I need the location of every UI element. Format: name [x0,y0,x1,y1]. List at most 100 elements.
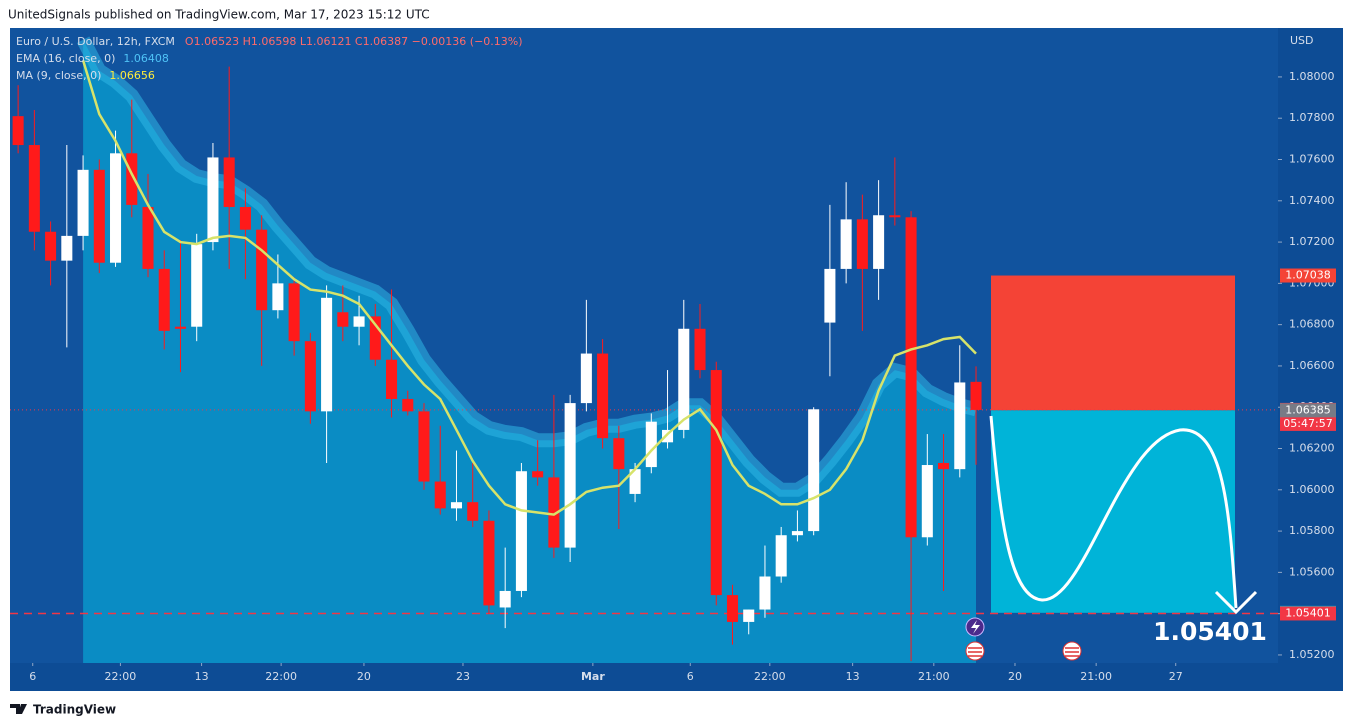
x-tick-label: Mar [581,670,605,683]
candle-body [369,316,381,360]
us-event-icon[interactable] [1062,641,1082,661]
candle-body [386,359,398,399]
publisher: UnitedSignals published on TradingView.c… [8,8,430,22]
y-tick-label: 1.05800 [1289,524,1335,537]
candle-body [304,341,316,412]
legend-ma: MA (9, close, 0) 1.06656 [16,69,155,82]
target-zone [991,410,1235,613]
candle-body [418,411,430,482]
price-label: 1.05401 [1285,606,1331,619]
ema-area [83,39,977,664]
y-tick-label: 1.07600 [1289,153,1335,166]
candle-body [337,312,349,327]
candle-body [775,535,787,577]
candle-body [515,471,527,591]
candle-body [629,469,641,494]
candle-body [824,268,836,323]
candle-body [61,235,73,261]
x-tick-label: 6 [687,670,694,683]
candle-body [207,157,219,243]
x-tick-label: 23 [456,670,470,683]
candle-body [499,590,511,608]
target-annotation: 1.05401 [1153,617,1267,646]
candle-body [272,283,284,311]
countdown: 05:47:57 [1283,417,1332,430]
candle-body [759,576,771,610]
candle-body [645,421,657,468]
candle-body [45,231,57,261]
candle-body [353,316,365,327]
ema-value: 1.06408 [123,52,169,65]
arrow-head [1214,590,1258,615]
candle-body [856,219,868,269]
symbol: Euro / U.S. Dollar, 12h, FXCM [16,35,175,48]
footer-brand: TradingView [33,703,116,717]
candle-body [743,609,755,622]
y-tick-label: 1.07800 [1289,111,1335,124]
candle-body [402,398,414,412]
x-tick-label: 22:00 [265,670,297,683]
time-axis [10,663,1278,691]
price-axis [1278,28,1343,691]
x-tick-label: 22:00 [754,670,786,683]
x-tick-label: 13 [846,670,860,683]
candle-body [580,353,592,404]
us-event-icon[interactable] [965,641,985,661]
candle-body [467,502,479,521]
x-tick-label: 21:00 [1080,670,1112,683]
ema-name: EMA (16, close, 0) [16,52,115,65]
candle-body [93,169,105,263]
candle-body [174,326,186,329]
ma-name: MA (9, close, 0) [16,69,101,82]
legend-ema: EMA (16, close, 0) 1.06408 [16,52,169,65]
candle-body [191,244,203,327]
x-tick-label: 20 [1008,670,1022,683]
flag [968,647,982,657]
lightning [971,620,980,634]
candle-body [450,502,462,509]
candle-body [970,381,982,410]
y-tick-label: 1.06600 [1289,359,1335,372]
candle-body [548,477,560,548]
candle-body [840,219,852,269]
countdown-box [1280,416,1336,431]
candle-body [483,520,495,606]
candle-body [126,153,138,205]
y-tick-label: 1.06200 [1289,442,1335,455]
candle-body [158,268,170,331]
candle-body [321,297,333,412]
ma-line [81,60,977,516]
candle-body [564,403,576,548]
candle-body [239,206,251,230]
ma-value: 1.06656 [109,69,155,82]
candle-body [873,215,885,269]
ohlc: O1.06523 H1.06598 L1.06121 C1.06387 −0.0… [185,35,523,48]
candle-body [694,328,706,371]
x-tick-label: 22:00 [105,670,137,683]
tv-logo [10,704,27,714]
candle-body [726,595,739,622]
candle-body [110,153,122,263]
price-label: 1.07038 [1285,269,1331,282]
drawn-curve [989,415,1238,609]
flag [1065,647,1079,657]
candle-body [288,283,300,342]
candle-body [77,169,89,236]
currency: USD [1290,34,1314,47]
candle-body [223,157,235,207]
x-tick-label: 6 [29,670,36,683]
candle-body [808,409,820,532]
candle-body [597,353,609,439]
candle-body [954,382,966,470]
stop-zone [991,275,1235,411]
candle-body [12,116,24,146]
y-tick-label: 1.07400 [1289,194,1335,207]
legend-symbol: Euro / U.S. Dollar, 12h, FXCM O1.06523 H1… [16,35,523,48]
candle-body [905,217,917,538]
y-tick-label: 1.05600 [1289,565,1335,578]
y-tick-label: 1.06000 [1289,483,1335,496]
candle-body [28,145,40,232]
candle-body [142,206,154,269]
